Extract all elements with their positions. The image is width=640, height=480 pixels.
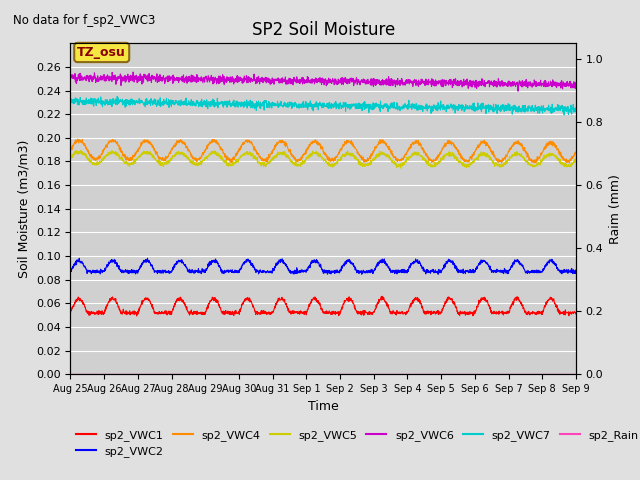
X-axis label: Time: Time xyxy=(308,400,339,413)
Y-axis label: Soil Moisture (m3/m3): Soil Moisture (m3/m3) xyxy=(17,140,30,278)
Text: No data for f_sp2_VWC3: No data for f_sp2_VWC3 xyxy=(13,14,155,27)
Legend: sp2_VWC1, sp2_VWC2, sp2_VWC4, sp2_VWC5, sp2_VWC6, sp2_VWC7, sp2_Rain: sp2_VWC1, sp2_VWC2, sp2_VWC4, sp2_VWC5, … xyxy=(76,430,639,457)
Title: SP2 Soil Moisture: SP2 Soil Moisture xyxy=(252,21,395,39)
Y-axis label: Raim (mm): Raim (mm) xyxy=(609,174,622,244)
Text: TZ_osu: TZ_osu xyxy=(77,46,126,59)
